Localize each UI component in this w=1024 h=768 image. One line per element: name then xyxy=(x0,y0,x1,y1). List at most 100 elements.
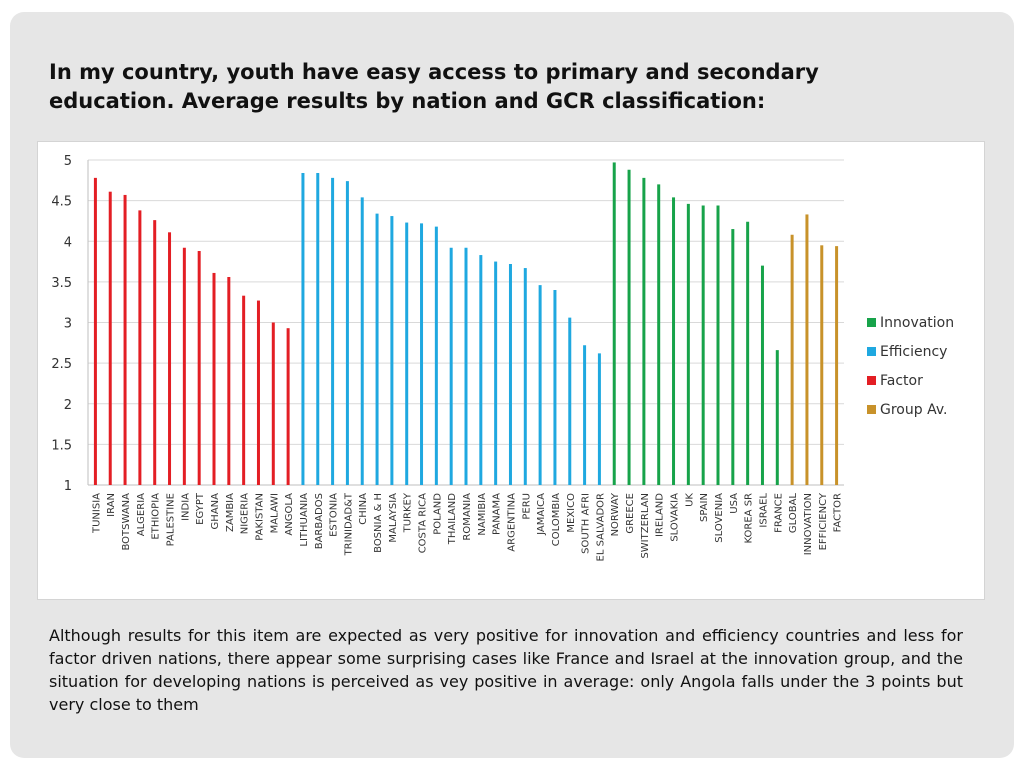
legend-label: Innovation xyxy=(880,315,954,331)
bar-ethiopia xyxy=(153,220,157,485)
y-tick-label: 3 xyxy=(64,317,72,332)
bar-palestine xyxy=(168,232,172,485)
bar-namibia xyxy=(479,255,483,485)
bar-bosnia-h xyxy=(375,213,379,485)
bar-india xyxy=(182,247,186,485)
x-tick-label: INDIA xyxy=(180,493,191,521)
slide-title: In my country, youth have easy access to… xyxy=(49,60,819,113)
x-tick-label: THAILAND xyxy=(447,493,458,546)
x-tick-label: BOSNIA & H xyxy=(373,493,384,553)
x-tick-label: PANAMA xyxy=(492,493,503,535)
bar-jamaica xyxy=(538,285,542,485)
bar-thailand xyxy=(449,247,453,485)
y-tick-label: 2 xyxy=(64,398,72,413)
legend-label: Efficiency xyxy=(880,344,947,360)
bar-el-salvador xyxy=(597,353,601,485)
bar-south-afri xyxy=(583,345,587,485)
bar-tunisia xyxy=(93,177,97,485)
bar-panama xyxy=(494,261,498,485)
bar-turkey xyxy=(405,222,409,485)
bar-lithuania xyxy=(301,173,305,485)
bar-nigeria xyxy=(242,295,246,485)
slide-body-text: Although results for this item are expec… xyxy=(49,626,963,714)
bar-switzerlan xyxy=(642,177,646,485)
bar-usa xyxy=(731,229,735,485)
bar-norway xyxy=(612,162,616,485)
bar-barbados xyxy=(316,173,320,485)
bar-peru xyxy=(523,268,527,485)
x-tick-label: COSTA RICA xyxy=(418,493,429,553)
x-tick-label: BARBADOS xyxy=(314,493,325,549)
y-tick-label: 4 xyxy=(64,235,72,250)
x-tick-label: UK xyxy=(684,493,695,507)
bar-efficiency xyxy=(820,245,824,485)
bar-mexico xyxy=(568,317,572,485)
x-tick-label: MALAYSIA xyxy=(388,493,399,543)
bar-estonia xyxy=(331,177,335,485)
x-tick-label: MEXICO xyxy=(566,493,577,533)
x-tick-label: JAMAICA xyxy=(536,493,547,536)
y-tick-label: 3.5 xyxy=(51,276,72,291)
bar-argentina xyxy=(508,264,512,485)
bar-uk xyxy=(686,203,690,485)
x-tick-label: NAMIBIA xyxy=(477,493,488,536)
x-tick-label: PALESTINE xyxy=(166,493,177,546)
bar-romania xyxy=(464,247,468,485)
x-tick-label: SLOVENIA xyxy=(714,493,725,543)
bar-israel xyxy=(760,265,764,485)
bar-greece xyxy=(627,169,631,485)
x-tick-label: FRANCE xyxy=(773,493,784,533)
x-tick-label: MALAWI xyxy=(269,493,280,533)
x-tick-label: NORWAY xyxy=(610,492,621,536)
bar-zambia xyxy=(227,277,231,485)
x-tick-label: ROMANIA xyxy=(462,493,473,541)
legend-swatch-innovation xyxy=(867,318,876,327)
legend-label: Factor xyxy=(880,373,923,389)
x-tick-label: USA xyxy=(729,493,740,514)
x-tick-label: ESTONIA xyxy=(329,493,340,537)
x-tick-label: PAKISTAN xyxy=(254,493,265,541)
bar-egypt xyxy=(197,251,201,485)
x-tick-label: FACTOR xyxy=(833,493,844,532)
bar-ghana xyxy=(212,272,216,485)
bar-iran xyxy=(108,191,112,485)
x-tick-label: INNOVATION xyxy=(803,493,814,555)
x-tick-label: SWITZERLAN xyxy=(640,493,651,559)
x-tick-label: KOREA SR xyxy=(744,493,755,544)
x-tick-label: SLOVAKIA xyxy=(670,493,681,542)
legend-swatch-factor xyxy=(867,376,876,385)
bar-poland xyxy=(434,226,438,485)
bar-slovakia xyxy=(672,197,676,485)
bar-slovenia xyxy=(716,205,720,485)
x-tick-label: ARGENTINA xyxy=(506,493,517,552)
x-tick-label: TUNISIA xyxy=(91,493,102,534)
bar-china xyxy=(360,197,364,485)
x-tick-label: EGYPT xyxy=(195,492,206,525)
x-tick-label: ALGERIA xyxy=(136,493,147,536)
bar-malawi xyxy=(271,322,275,485)
chart-container: 1 1.5 2 2.5 3 3.5 4 4.5 5 TUNISIA IRAN BOTSWANA ALGE… xyxy=(37,141,985,600)
x-tick-label: ETHIOPIA xyxy=(151,493,162,540)
y-tick-label: 1 xyxy=(64,479,72,494)
bar-innovation xyxy=(805,214,809,485)
x-tick-label: POLAND xyxy=(432,493,443,535)
bar-botswana xyxy=(123,194,127,485)
x-tick-label: GREECE xyxy=(625,493,636,534)
x-tick-label: IRELAND xyxy=(655,493,666,537)
y-tick-label: 4.5 xyxy=(51,195,72,210)
x-tick-label: SOUTH AFRI xyxy=(581,493,592,554)
bar-factor xyxy=(835,246,839,485)
legend-swatch-efficiency xyxy=(867,347,876,356)
x-tick-label: PERU xyxy=(521,493,532,520)
legend-swatch-group-av- xyxy=(867,405,876,414)
bar-algeria xyxy=(138,210,142,485)
bar-angola xyxy=(286,328,290,485)
x-tick-label: NIGERIA xyxy=(240,493,251,534)
legend-label: Group Av. xyxy=(880,402,947,418)
x-tick-label: IRAN xyxy=(106,493,117,517)
bar-malaysia xyxy=(390,216,394,485)
x-tick-label: CHINA xyxy=(358,493,369,525)
bar-pakistan xyxy=(256,300,260,485)
bar-ireland xyxy=(657,184,661,485)
bar-chart: 1 1.5 2 2.5 3 3.5 4 4.5 5 TUNISIA IRAN BOTSWANA ALGE… xyxy=(51,154,954,561)
